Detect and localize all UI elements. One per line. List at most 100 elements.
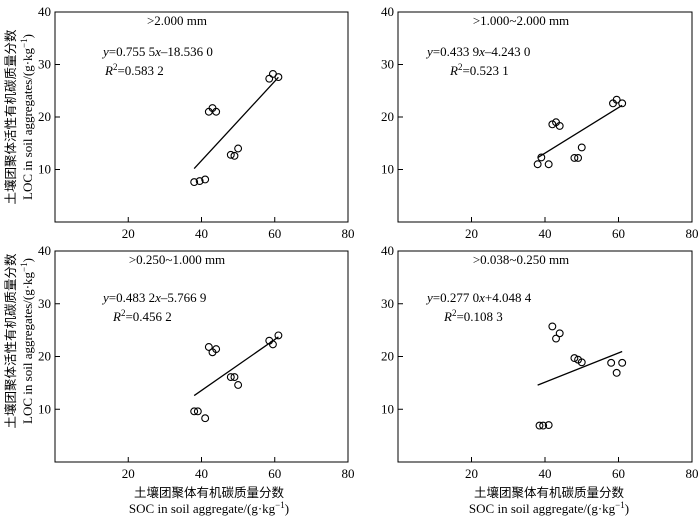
panel-title: >0.250~1.000 mm	[129, 252, 225, 267]
data-point	[618, 99, 627, 108]
data-point	[555, 329, 564, 338]
plot-frame	[397, 250, 693, 463]
x-tick-label: 20	[465, 226, 478, 241]
xlabel-zh-right: 土壤团聚体有机碳质量分数	[474, 485, 625, 500]
y-tick-label: 40	[381, 243, 394, 258]
y-tick-label: 20	[381, 349, 394, 364]
plot-frame	[54, 250, 349, 463]
data-point	[193, 407, 202, 416]
data-point	[577, 358, 586, 367]
panel-1: 20 40 60 80 10 20 30 40 >2.000 mm y=0.755 5x–18.5…	[38, 4, 355, 241]
regression-equation: y=0.433 9x–4.243 0	[425, 44, 530, 59]
fit-line	[193, 76, 279, 170]
x-tick-label: 80	[686, 226, 699, 241]
data-point	[544, 421, 553, 430]
data-point	[574, 154, 583, 162]
data-point	[544, 160, 553, 169]
y-tick-label: 30	[38, 57, 51, 72]
data-point	[190, 178, 199, 187]
y-tick-label: 20	[38, 109, 51, 124]
data-point	[555, 121, 564, 130]
data-point	[265, 74, 274, 83]
x-tick-label: 80	[342, 466, 355, 481]
data-point	[212, 107, 221, 116]
y-tick-label: 20	[38, 349, 51, 364]
data-point	[552, 334, 560, 343]
xlabel-en-right: SOC in soil aggregate/(g·kg−1)	[469, 500, 629, 516]
data-point	[230, 373, 239, 382]
x-tick-label: 40	[195, 466, 208, 481]
xlabel-zh-left: 土壤团聚体有机碳质量分数	[134, 485, 285, 500]
data-point	[212, 345, 221, 354]
y-tick-label: 30	[381, 57, 394, 72]
data-point	[570, 354, 579, 363]
x-tick-label: 60	[268, 466, 281, 481]
data-point	[201, 175, 210, 184]
y-tick-label: 40	[38, 243, 51, 258]
ylabel-zh-bottom: 土壤团聚体活性有机碳质量分数	[3, 253, 18, 429]
data-point	[274, 331, 283, 340]
data-point	[190, 407, 199, 416]
regression-equation: y=0.755 5x–18.536 0	[101, 44, 213, 59]
data-point	[570, 154, 579, 162]
fit-line	[537, 350, 623, 386]
data-point	[577, 143, 586, 152]
regression-equation: y=0.483 2x–5.766 9	[101, 290, 206, 305]
xlabel-en-left: SOC in soil aggregate/(g·kg−1)	[129, 500, 289, 516]
panel-4: 20 40 60 80 10 20 30 40 >0.038~0.250 mm y=0.277 0…	[381, 243, 699, 481]
ylabel-zh-top: 土壤团聚体活性有机碳质量分数	[3, 29, 18, 205]
y-tick-label: 10	[381, 401, 394, 416]
x-tick-label: 20	[465, 466, 478, 481]
data-point	[230, 151, 239, 160]
data-point	[535, 421, 544, 430]
data-point	[226, 150, 235, 159]
y-tick-label: 10	[38, 162, 51, 177]
y-tick-label: 40	[381, 4, 394, 19]
data-point	[537, 153, 546, 162]
y-tick-label: 30	[38, 296, 51, 311]
panel-2: 20 40 60 80 10 20 30 40 >1.000~2.000 mm y=0.433 9…	[381, 4, 699, 241]
data-point	[612, 95, 621, 104]
r-squared: R2=0.523 1	[449, 62, 509, 78]
x-tick-label: 40	[195, 226, 208, 241]
x-tick-label: 60	[612, 226, 625, 241]
y-tick-label: 10	[38, 401, 51, 416]
data-point	[612, 368, 621, 377]
fit-line	[537, 104, 623, 159]
data-point	[226, 373, 235, 382]
y-tick-label: 20	[381, 109, 394, 124]
data-point	[274, 73, 283, 82]
r-squared: R2=0.108 3	[443, 308, 503, 324]
x-tick-label: 40	[539, 466, 552, 481]
data-point	[204, 343, 213, 351]
data-point	[539, 421, 548, 430]
y-tick-label: 10	[381, 162, 394, 177]
data-point	[201, 414, 210, 423]
panel-title: >1.000~2.000 mm	[473, 13, 569, 28]
panel-3: 20 40 60 80 10 20 30 40 >0.250~1.000 mm y=0.483 2…	[38, 243, 355, 481]
y-tick-label: 30	[381, 296, 394, 311]
x-tick-label: 40	[539, 226, 552, 241]
r-squared: R2=0.456 2	[112, 308, 172, 324]
r-squared: R2=0.583 2	[104, 62, 164, 78]
data-point	[234, 144, 243, 153]
x-tick-label: 20	[122, 466, 135, 481]
x-tick-label: 60	[268, 226, 281, 241]
x-tick-label: 80	[342, 226, 355, 241]
panel-title: >0.038~0.250 mm	[473, 252, 569, 267]
x-tick-label: 20	[122, 226, 135, 241]
data-point	[618, 358, 627, 367]
ylabel-en-bottom: LOC in soil aggregates/(g·kg−1)	[19, 258, 35, 424]
x-tick-label: 80	[686, 466, 699, 481]
ylabel-en-top: LOC in soil aggregates/(g·kg−1)	[19, 34, 35, 200]
regression-equation: y=0.277 0x+4.048 4	[425, 290, 532, 305]
y-tick-label: 40	[38, 4, 51, 19]
data-point	[548, 322, 557, 331]
data-point	[533, 160, 542, 169]
data-point	[234, 381, 243, 389]
panel-title: >2.000 mm	[147, 13, 207, 28]
data-point	[195, 177, 204, 186]
x-tick-label: 60	[612, 466, 625, 481]
data-point	[607, 358, 616, 367]
